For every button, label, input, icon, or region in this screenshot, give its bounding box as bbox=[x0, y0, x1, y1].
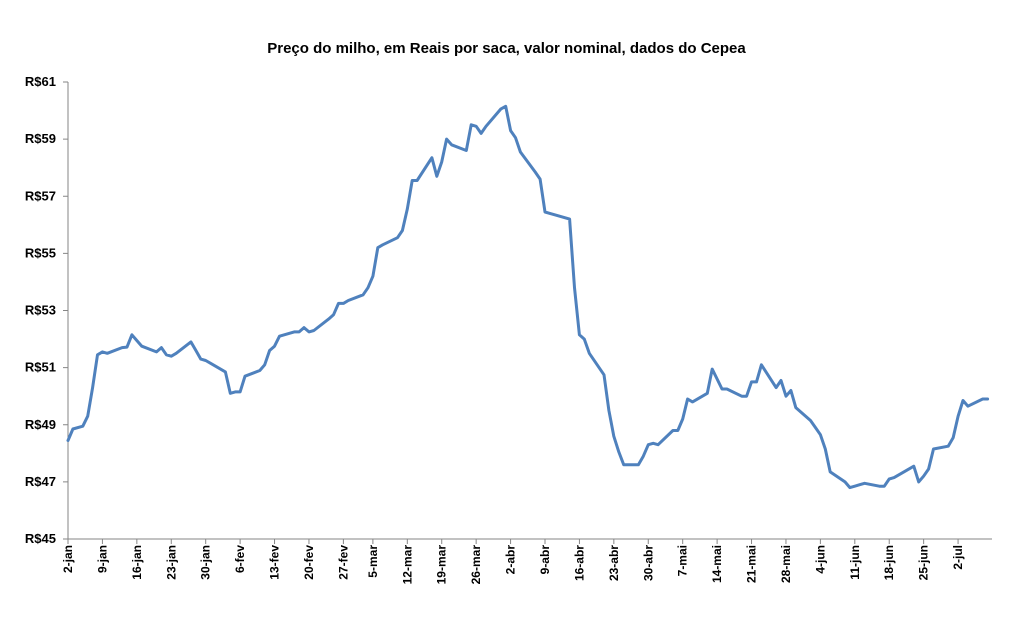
x-tick-label: 4-jun bbox=[813, 545, 827, 574]
x-tick-label: 2-jan bbox=[61, 545, 75, 573]
x-tick-label: 11-jun bbox=[848, 545, 862, 580]
x-tick-label: 21-mai bbox=[745, 545, 759, 583]
y-tick-label: R$55 bbox=[25, 245, 56, 260]
x-tick-label: 26-mar bbox=[469, 545, 483, 585]
series-line bbox=[66, 104, 990, 490]
x-tick-label: 12-mar bbox=[400, 545, 414, 585]
x-tick-label: 28-mai bbox=[779, 545, 793, 583]
x-tick-label: 9-jan bbox=[95, 545, 109, 573]
x-tick-label: 25-jun bbox=[917, 545, 931, 580]
x-tick-label: 23-jan bbox=[164, 545, 178, 580]
series-layer bbox=[66, 104, 990, 490]
y-tick-label: R$45 bbox=[25, 531, 56, 546]
x-tick-label: 23-abr bbox=[607, 545, 621, 581]
y-tick-label: R$51 bbox=[25, 360, 56, 375]
x-tick-label: 5-mar bbox=[366, 545, 380, 578]
x-tick-label: 9-abr bbox=[538, 545, 552, 575]
x-tick-label: 20-fev bbox=[302, 545, 316, 580]
x-tick-label: 13-fev bbox=[268, 545, 282, 580]
chart-title: Preço do milho, em Reais por saca, valor… bbox=[267, 40, 746, 57]
y-tick-label: R$61 bbox=[25, 74, 56, 89]
x-tick-label: 14-mai bbox=[710, 545, 724, 583]
x-tick-label: 2-jul bbox=[951, 545, 965, 570]
x-tick-label: 7-mai bbox=[676, 545, 690, 576]
x-tick-label: 16-jan bbox=[130, 545, 144, 580]
x-tick-label: 2-abr bbox=[504, 545, 518, 575]
y-tick-label: R$49 bbox=[25, 417, 56, 432]
y-axis: R$45 R$47 R$49 R$51 R$53 R$55 R$57 R$59 R$61 bbox=[25, 74, 69, 546]
x-tick-label: 19-mar bbox=[435, 545, 449, 585]
x-axis: 2-jan 9-jan 16-jan 23-jan 30-jan 6-fev 13-fev 2… bbox=[61, 538, 992, 585]
x-tick-label: 18-jun bbox=[882, 545, 896, 580]
y-tick-label: R$57 bbox=[25, 188, 56, 203]
x-tick-label: 30-jan bbox=[199, 545, 213, 580]
x-tick-label: 6-fev bbox=[233, 545, 247, 573]
x-tick-label: 30-abr bbox=[641, 545, 655, 581]
y-tick-label: R$53 bbox=[25, 303, 56, 318]
x-tick-label: 16-abr bbox=[572, 545, 586, 581]
y-tick-label: R$59 bbox=[25, 131, 56, 146]
y-tick-label: R$47 bbox=[25, 474, 56, 489]
x-tick-label: 27-fev bbox=[336, 545, 350, 580]
